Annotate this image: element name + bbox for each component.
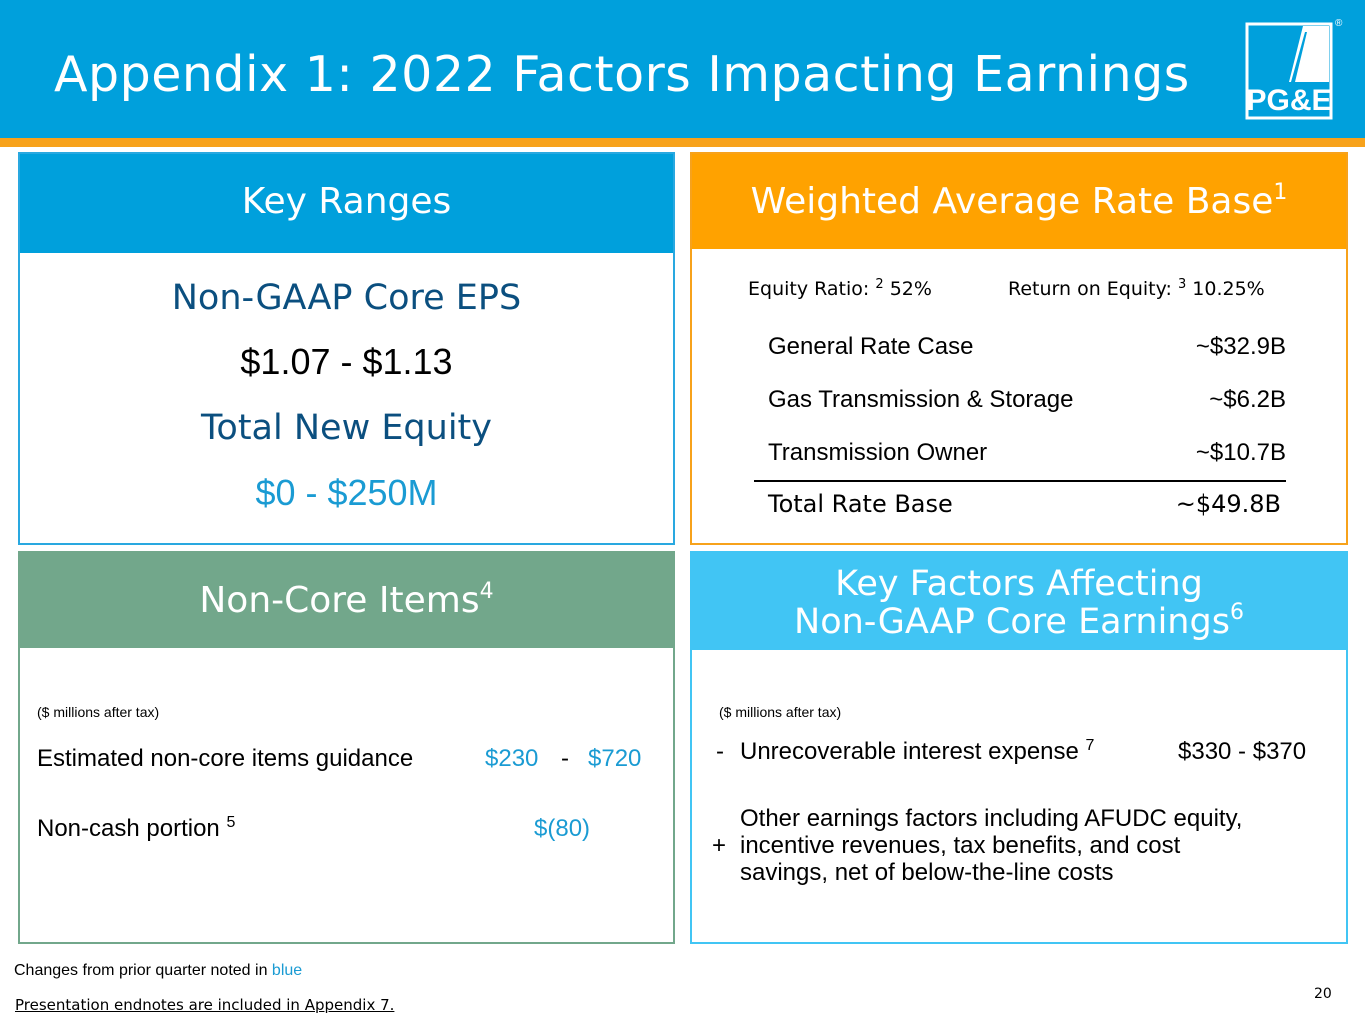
rate-row-label: General Rate Case <box>768 333 974 360</box>
key-factors-header: Key Factors Affecting Non-GAAP Core Earn… <box>692 553 1346 650</box>
registered-mark: ® <box>1335 18 1343 29</box>
header-banner: Appendix 1: 2022 Factors Impacting Earni… <box>0 0 1365 138</box>
eps-value: $1.07 - $1.13 <box>240 341 453 382</box>
roe-value: 10.25% <box>1192 278 1265 300</box>
equity-ratio-value: 52% <box>889 278 932 300</box>
rate-base-note: 1 <box>1273 179 1288 205</box>
other-factors-line: savings, net of below-the-line costs <box>740 859 1114 886</box>
equity-ratio: Equity Ratio: 2 52% <box>748 278 932 300</box>
equity-label: Total New Equity <box>200 408 492 448</box>
other-factors-line: incentive revenues, tax benefits, and co… <box>740 832 1181 859</box>
rate-row-label: Gas Transmission & Storage <box>768 386 1074 413</box>
page-title: Appendix 1: 2022 Factors Impacting Earni… <box>54 46 1190 103</box>
non-core-title: Non-Core Items <box>199 579 480 621</box>
key-factors-title-line2: Non-GAAP Core Earnings <box>794 601 1230 642</box>
other-factors-line: Other earnings factors including AFUDC e… <box>740 805 1243 832</box>
equity-value: $0 - $250M <box>255 472 438 513</box>
rate-base-panel: Weighted Average Rate Base1 Equity Ratio… <box>690 152 1348 545</box>
guidance-separator: - <box>561 745 569 772</box>
key-factors-note: 6 <box>1229 599 1244 625</box>
key-ranges-panel: Key Ranges Non-GAAP Core EPS $1.07 - $1.… <box>18 152 675 545</box>
rate-row-value: ~$10.7B <box>1195 439 1286 466</box>
rate-row-value: ~$6.2B <box>1209 386 1286 413</box>
total-value: ~$49.8B <box>1175 490 1281 518</box>
non-core-panel: Non-Core Items4 ($ millions after tax) E… <box>18 551 675 944</box>
interest-expense-value: $330 - $370 <box>1178 738 1307 765</box>
noncash-note: 5 <box>226 814 236 831</box>
guidance-label: Estimated non-core items guidance <box>37 745 414 772</box>
equity-ratio-note: 2 <box>875 277 884 292</box>
guidance-high: $720 <box>588 745 642 772</box>
noncash-value: $(80) <box>534 815 591 842</box>
page-number: 20 <box>1314 986 1332 1002</box>
total-label: Total Rate Base <box>768 490 953 518</box>
rate-row-value: ~$32.9B <box>1195 333 1286 360</box>
return-on-equity: Return on Equity: 3 10.25% <box>1008 278 1265 300</box>
eps-label: Non-GAAP Core EPS <box>171 278 522 318</box>
roe-label: Return on Equity: <box>1008 278 1172 300</box>
footer-note-prefix: Changes from prior quarter noted in <box>14 962 268 979</box>
logo-text: PG&E <box>1246 84 1331 117</box>
rate-row: General Rate Case ~$32.9B <box>768 333 1286 361</box>
interest-expense-note: 7 <box>1085 737 1095 754</box>
rate-base-title: Weighted Average Rate Base <box>750 180 1274 222</box>
interest-expense-label-group: Unrecoverable interest expense 7 <box>740 738 1094 766</box>
rate-row: Transmission Owner ~$10.7B <box>768 439 1286 467</box>
non-core-units: ($ millions after tax) <box>37 704 160 720</box>
noncash-label: Non-cash portion <box>37 815 220 842</box>
key-factors-panel: Key Factors Affecting Non-GAAP Core Earn… <box>690 551 1348 944</box>
total-divider <box>754 480 1286 482</box>
endnotes-link[interactable]: Presentation endnotes are included in Ap… <box>15 996 395 1014</box>
equity-ratio-label: Equity Ratio: <box>748 278 870 300</box>
noncash-label-group: Non-cash portion 5 <box>37 815 235 843</box>
roe-note: 3 <box>1177 277 1187 292</box>
rate-row-label: Transmission Owner <box>768 439 988 466</box>
other-factors-text: Other earnings factors including AFUDC e… <box>740 805 1242 886</box>
interest-expense-label: Unrecoverable interest expense <box>740 738 1079 765</box>
factor-sign-plus: + <box>712 832 727 859</box>
non-core-header: Non-Core Items4 <box>20 553 673 648</box>
non-core-note: 4 <box>479 578 494 604</box>
footer-note-blue: blue <box>271 962 303 979</box>
rate-base-header: Weighted Average Rate Base1 <box>692 154 1346 249</box>
total-rate-base-row: Total Rate Base ~$49.8B <box>768 490 1281 518</box>
header-stripe <box>0 138 1365 147</box>
key-ranges-title: Key Ranges <box>241 180 452 222</box>
factor-sign-minus: - <box>716 738 724 765</box>
pge-logo: PG&E <box>1245 22 1333 120</box>
footer-note: Changes from prior quarter noted in blue <box>14 962 302 980</box>
key-factors-units: ($ millions after tax) <box>719 704 842 720</box>
rate-row: Gas Transmission & Storage ~$6.2B <box>768 386 1286 414</box>
key-factors-title-line1: Key Factors Affecting <box>835 563 1203 604</box>
guidance-low: $230 <box>485 745 539 772</box>
key-ranges-header: Key Ranges <box>20 154 673 253</box>
